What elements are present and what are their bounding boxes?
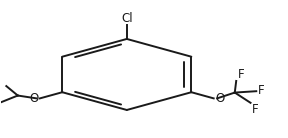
Text: F: F — [238, 68, 244, 81]
Text: O: O — [29, 92, 39, 105]
Text: F: F — [252, 104, 258, 116]
Text: Cl: Cl — [121, 12, 132, 25]
Text: O: O — [215, 92, 224, 105]
Text: F: F — [257, 84, 264, 97]
